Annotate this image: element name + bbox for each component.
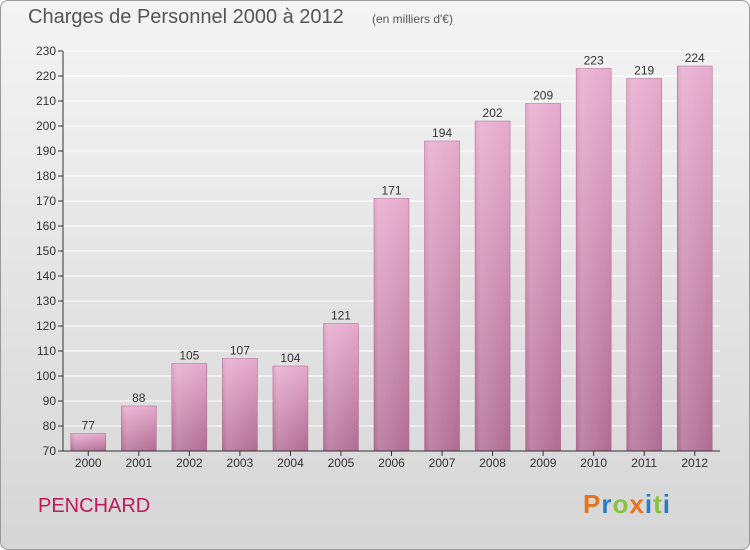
logo-letter: r (601, 489, 613, 519)
x-tick-label: 2011 (631, 456, 657, 470)
data-label-2010: 223 (584, 54, 604, 68)
logo-letter: x (629, 489, 645, 519)
data-label-2007: 194 (432, 126, 452, 140)
bar-highlight (374, 198, 409, 451)
y-tick-label: 70 (43, 444, 57, 458)
y-tick-label: 220 (36, 69, 56, 83)
y-tick-label: 90 (43, 394, 57, 408)
data-label-2002: 105 (179, 349, 199, 363)
bar-highlight (272, 366, 308, 451)
y-tick-label: 100 (36, 369, 56, 383)
logo-letter: t (653, 489, 663, 519)
y-tick-label: 80 (43, 419, 57, 433)
bar-highlight (171, 363, 207, 451)
y-tick-label: 200 (36, 119, 56, 133)
bar-highlight (475, 121, 511, 451)
y-tick-label: 210 (36, 94, 56, 108)
y-tick-label: 170 (36, 194, 56, 208)
y-tick-label: 130 (36, 294, 56, 308)
x-tick-label: 2000 (75, 456, 102, 470)
bar-highlight (424, 141, 460, 451)
x-tick-label: 2003 (227, 456, 254, 470)
logo-letter: o (612, 489, 630, 519)
x-tick-label: 2006 (378, 456, 405, 470)
y-tick-label: 150 (36, 244, 56, 258)
proxiti-logo[interactable]: Proxiti (583, 489, 671, 520)
x-tick-label: 2009 (530, 456, 557, 470)
x-tick-label: 2001 (125, 456, 152, 470)
y-tick-label: 230 (36, 44, 56, 58)
y-tick-label: 110 (37, 344, 56, 358)
chart-subtitle: (en milliers d'€) (372, 12, 453, 26)
bar-highlight (677, 66, 713, 451)
bar-highlight (626, 78, 662, 451)
x-tick-label: 2007 (429, 456, 456, 470)
x-tick-label: 2008 (479, 456, 506, 470)
data-label-2012: 224 (685, 51, 705, 65)
x-tick-label: 2012 (681, 456, 708, 470)
chart-title: Charges de Personnel 2000 à 2012 (28, 6, 344, 28)
y-tick-label: 160 (36, 219, 56, 233)
y-tick-label: 190 (36, 144, 56, 158)
data-label-2008: 202 (483, 106, 503, 120)
bar-highlight (121, 406, 157, 451)
x-tick-label: 2005 (328, 456, 355, 470)
data-label-2005: 121 (331, 309, 351, 323)
y-tick-label: 120 (36, 319, 56, 333)
y-tick-label: 140 (36, 269, 56, 283)
data-label-2009: 209 (533, 89, 553, 103)
bar-highlight (576, 68, 612, 451)
data-label-2004: 104 (280, 351, 300, 365)
x-tick-label: 2002 (176, 456, 203, 470)
data-label-2011: 219 (634, 64, 654, 78)
data-label-2003: 107 (230, 344, 250, 358)
bar-highlight (323, 323, 359, 451)
logo-letter: i (644, 489, 654, 519)
y-tick-label: 180 (36, 169, 56, 183)
logo-letter: i (662, 489, 671, 519)
bar-highlight (70, 433, 106, 451)
data-label-2001: 88 (132, 391, 146, 405)
x-tick-label: 2004 (277, 456, 304, 470)
data-label-2006: 171 (381, 184, 401, 198)
bar-highlight (222, 358, 258, 451)
bar-highlight (525, 103, 561, 451)
data-label-2000: 77 (82, 419, 96, 433)
commune-name: PENCHARD (38, 495, 151, 517)
x-tick-label: 2010 (580, 456, 607, 470)
logo-letter: P (583, 489, 602, 519)
